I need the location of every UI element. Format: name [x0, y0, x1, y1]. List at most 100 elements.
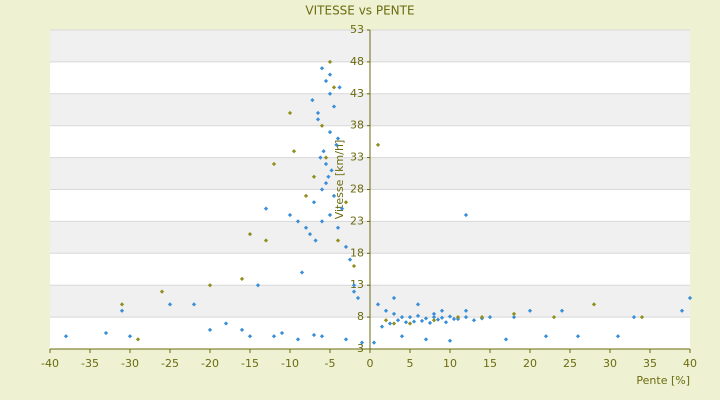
point [303, 193, 309, 199]
point [511, 311, 517, 317]
point [271, 161, 277, 167]
point [329, 168, 334, 173]
point [431, 311, 437, 317]
point [321, 149, 326, 154]
x-tick-label: 30 [603, 357, 617, 370]
point [343, 337, 349, 342]
x-tick-label: -15 [241, 357, 259, 370]
point [351, 263, 357, 269]
point [167, 302, 173, 307]
y-tick-label: 13 [350, 278, 364, 291]
point [295, 337, 301, 342]
x-tick-label: -30 [121, 357, 139, 370]
point [347, 257, 353, 262]
y-tick-label: 18 [350, 246, 364, 259]
point [263, 206, 269, 211]
point [387, 321, 393, 326]
point [279, 330, 285, 336]
y-tick-label: 28 [350, 183, 364, 196]
point [451, 316, 457, 322]
point [127, 334, 133, 339]
point [239, 327, 245, 332]
point [463, 314, 469, 320]
point [399, 334, 405, 339]
point [299, 270, 305, 275]
point [339, 206, 345, 211]
point [411, 319, 417, 324]
y-tick-label: 33 [350, 151, 364, 164]
point [319, 334, 325, 339]
point [439, 308, 445, 313]
point [543, 334, 549, 339]
point [415, 313, 421, 318]
y-tick-label: 23 [350, 214, 364, 227]
point [479, 314, 485, 320]
point [463, 212, 469, 218]
point [255, 283, 261, 288]
point [487, 314, 493, 320]
point [431, 314, 437, 320]
point [375, 142, 381, 147]
point [327, 212, 333, 218]
point [419, 318, 425, 324]
point [335, 238, 341, 243]
point [319, 187, 325, 192]
point [271, 334, 277, 339]
point [291, 149, 297, 154]
x-tick-label: -25 [161, 357, 179, 370]
point [247, 334, 253, 339]
point [247, 232, 253, 237]
point [383, 308, 389, 313]
y-axis-label: Vitesse [km/h] [333, 140, 346, 220]
point [307, 232, 313, 237]
point [575, 334, 581, 339]
point [359, 340, 365, 345]
point [399, 314, 405, 320]
x-axis-label: Pente [%] [636, 374, 690, 387]
point [431, 318, 437, 323]
point [311, 200, 317, 205]
x-tick-label: 40 [683, 357, 697, 370]
point [423, 316, 429, 321]
y-tick-label: 48 [350, 55, 364, 68]
point [395, 318, 401, 323]
point [687, 295, 693, 301]
chart-title: VITESSE vs PENTE [305, 4, 414, 18]
point [326, 174, 331, 179]
point [371, 340, 377, 345]
x-tick-label: -5 [325, 357, 336, 370]
point [323, 155, 329, 160]
x-tick-label: 10 [443, 357, 457, 370]
point [679, 308, 685, 313]
point [439, 315, 445, 320]
point [447, 314, 453, 319]
point [335, 225, 341, 230]
point [615, 334, 621, 339]
point [355, 295, 361, 301]
x-tick-label: -10 [281, 357, 299, 370]
point [263, 238, 269, 243]
y-tick-label: 8 [357, 310, 364, 323]
point [435, 317, 441, 322]
point [551, 314, 557, 320]
point [379, 324, 385, 329]
point [639, 314, 645, 320]
point [323, 161, 329, 167]
point [295, 219, 301, 224]
y-tick-label: 43 [350, 87, 364, 100]
x-tick-label: 20 [523, 357, 537, 370]
point [311, 332, 317, 338]
point [351, 289, 357, 294]
point [343, 244, 349, 250]
x-tick-label: 15 [483, 357, 497, 370]
x-tick-label: -40 [41, 357, 59, 370]
point [318, 155, 323, 160]
point [319, 219, 325, 224]
point [351, 283, 357, 288]
x-tick-label: 5 [407, 357, 414, 370]
point [303, 225, 309, 230]
point [334, 142, 339, 147]
point [331, 193, 337, 199]
point [447, 338, 453, 343]
